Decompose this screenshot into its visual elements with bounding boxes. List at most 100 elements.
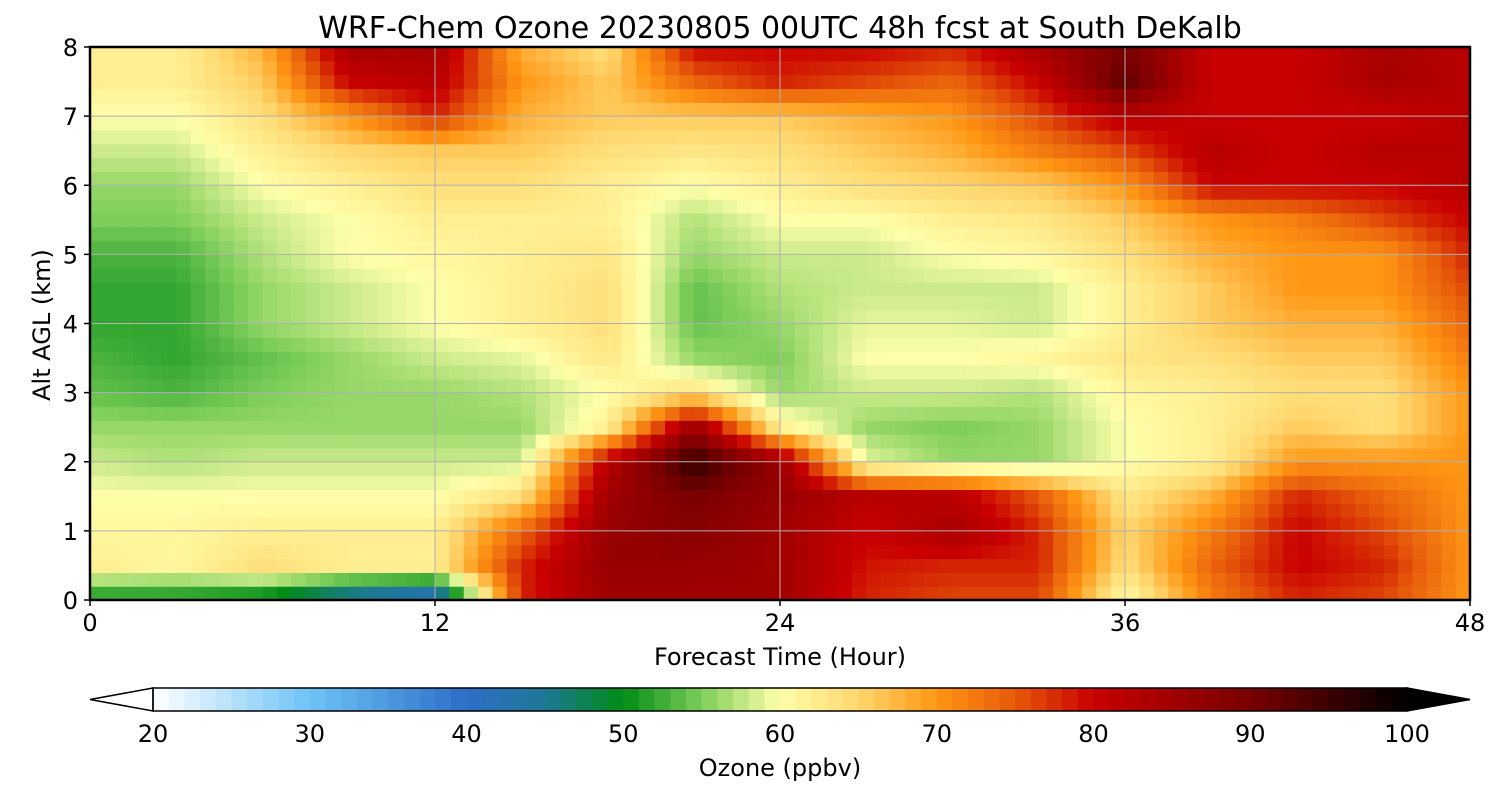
heatmap-cell xyxy=(1139,420,1155,435)
heatmap-cell xyxy=(593,351,609,366)
heatmap-cell xyxy=(1010,351,1025,366)
heatmap-cell xyxy=(808,60,824,76)
heatmap-cell xyxy=(1441,157,1457,173)
heatmap-cell xyxy=(966,434,982,449)
heatmap-cell xyxy=(880,475,896,490)
heatmap-cell xyxy=(1196,143,1212,159)
heatmap-cell xyxy=(1168,586,1184,600)
heatmap-cell xyxy=(1182,586,1198,600)
heatmap-cell xyxy=(334,212,350,228)
heatmap-cell xyxy=(521,530,537,546)
heatmap-cell xyxy=(363,102,379,117)
heatmap-cell xyxy=(607,88,623,103)
heatmap-cell xyxy=(621,171,637,186)
heatmap-cell xyxy=(449,60,465,76)
colorbar-segment xyxy=(874,688,891,711)
heatmap-cell xyxy=(1455,143,1470,159)
heatmap-cell xyxy=(1139,143,1155,159)
heatmap-cell xyxy=(1455,392,1470,408)
heatmap-cell xyxy=(679,586,695,600)
heatmap-cell xyxy=(1139,461,1155,477)
heatmap-cell xyxy=(1355,503,1370,518)
heatmap-cell xyxy=(693,586,709,600)
heatmap-cell xyxy=(995,475,1011,490)
heatmap-cell xyxy=(1340,517,1356,532)
heatmap-cell xyxy=(851,323,867,338)
heatmap-cell xyxy=(463,337,479,352)
heatmap-cell xyxy=(406,212,422,228)
heatmap-cell xyxy=(478,212,494,228)
heatmap-cell xyxy=(895,406,910,421)
heatmap-cell xyxy=(1168,351,1184,366)
heatmap-cell xyxy=(1441,364,1457,380)
heatmap-cell xyxy=(133,74,149,90)
heatmap-cell xyxy=(736,530,752,546)
heatmap-cell xyxy=(478,157,494,173)
heatmap-cell xyxy=(1340,309,1356,325)
heatmap-cell xyxy=(722,517,738,532)
heatmap-cell xyxy=(808,47,824,62)
heatmap-cell xyxy=(1340,337,1356,352)
colorbar-segment xyxy=(654,688,671,711)
heatmap-cell xyxy=(1297,406,1313,421)
heatmap-cell xyxy=(205,503,220,518)
heatmap-cell xyxy=(205,337,220,352)
heatmap-cell xyxy=(1182,282,1198,297)
heatmap-cell xyxy=(1053,420,1069,435)
heatmap-cell xyxy=(1110,185,1126,200)
heatmap-cell xyxy=(118,544,134,560)
heatmap-cell xyxy=(650,212,666,228)
heatmap-cell xyxy=(765,572,781,587)
heatmap-cell xyxy=(1125,517,1140,532)
heatmap-cell xyxy=(348,226,364,242)
heatmap-cell xyxy=(118,212,134,228)
heatmap-cell xyxy=(104,47,120,62)
heatmap-cell xyxy=(492,60,508,76)
heatmap-cell xyxy=(708,102,724,117)
heatmap-cell xyxy=(521,447,537,463)
heatmap-cell xyxy=(780,47,795,62)
heatmap-cell xyxy=(1110,489,1126,504)
heatmap-cell xyxy=(708,116,724,131)
heatmap-cell xyxy=(90,143,105,159)
heatmap-cell xyxy=(1153,364,1169,380)
heatmap-cell xyxy=(1426,475,1442,490)
heatmap-cell xyxy=(1311,378,1327,394)
heatmap-cell xyxy=(334,503,350,518)
heatmap-cell xyxy=(621,323,637,338)
heatmap-cell xyxy=(1196,268,1212,283)
heatmap-cell xyxy=(693,323,709,338)
heatmap-cell xyxy=(923,503,939,518)
heatmap-cell xyxy=(1412,88,1428,103)
heatmap-cell xyxy=(823,544,839,560)
heatmap-cell xyxy=(794,364,810,380)
heatmap-cell xyxy=(90,530,105,546)
heatmap-cell xyxy=(478,517,494,532)
heatmap-cell xyxy=(1441,74,1457,90)
colorbar-extend-min xyxy=(89,687,154,712)
heatmap-cell xyxy=(722,129,738,145)
heatmap-cell xyxy=(1024,212,1040,228)
heatmap-cell xyxy=(1369,102,1385,117)
heatmap-cell xyxy=(1355,102,1370,117)
colorbar-segment xyxy=(701,688,718,711)
heatmap-cell xyxy=(1383,199,1399,214)
heatmap-cell xyxy=(521,74,537,90)
heatmap-cell xyxy=(938,143,954,159)
heatmap-cell xyxy=(636,295,652,311)
heatmap-cell xyxy=(219,171,235,186)
heatmap-cell xyxy=(1254,337,1270,352)
heatmap-cell xyxy=(1211,129,1227,145)
heatmap-cell xyxy=(593,254,609,269)
heatmap-cell xyxy=(736,226,752,242)
heatmap-cell xyxy=(334,420,350,435)
heatmap-cell xyxy=(1053,378,1069,394)
heatmap-cell xyxy=(722,558,738,573)
heatmap-cell xyxy=(1297,392,1313,408)
heatmap-cell xyxy=(1196,351,1212,366)
heatmap-cell xyxy=(377,226,393,242)
heatmap-cell xyxy=(320,309,335,325)
heatmap-cell xyxy=(564,171,580,186)
heatmap-cell xyxy=(492,558,508,573)
heatmap-cell xyxy=(233,517,249,532)
